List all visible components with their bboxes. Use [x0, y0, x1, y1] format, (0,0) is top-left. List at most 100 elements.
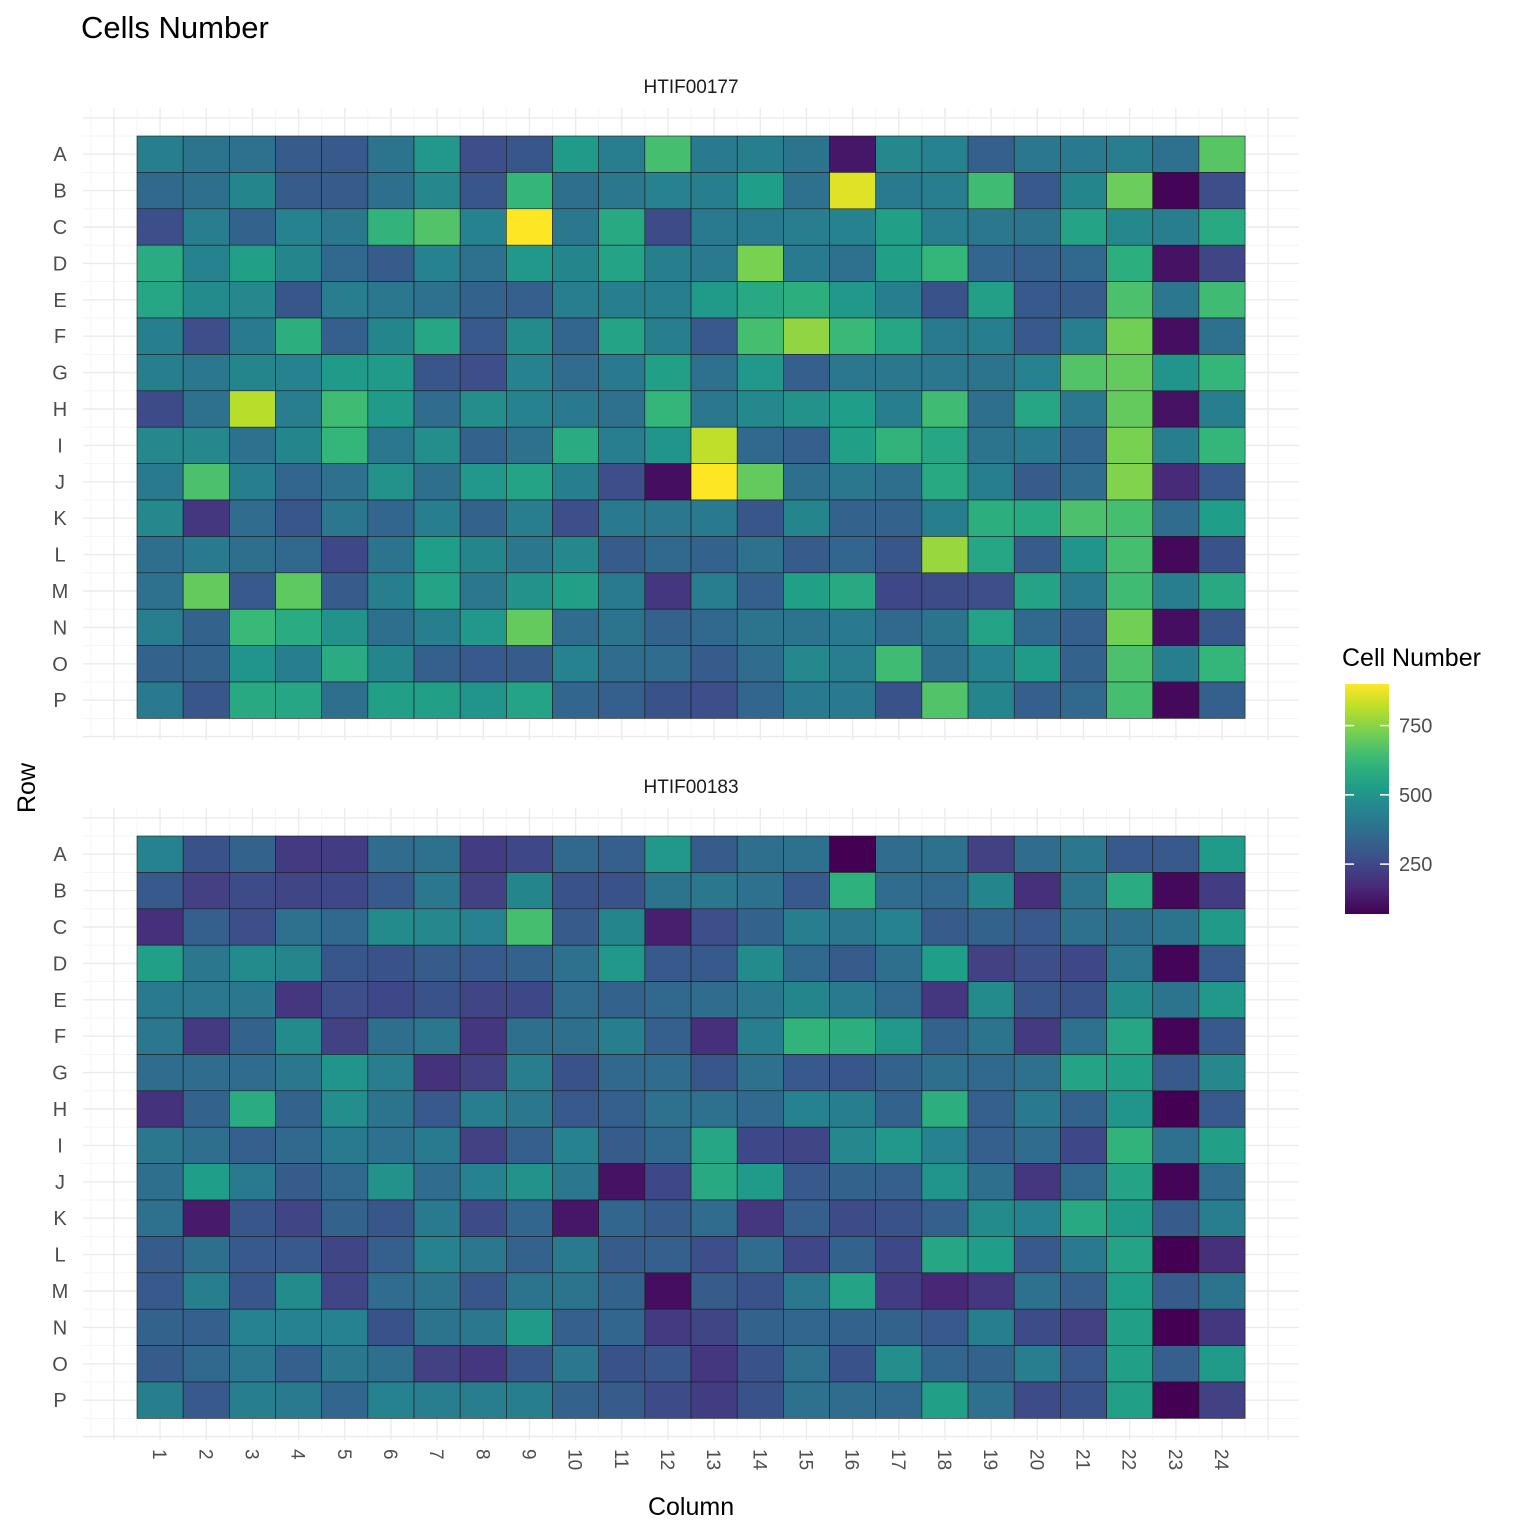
- heatmap-cell: [598, 944, 646, 982]
- heatmap-cell: [1152, 835, 1200, 873]
- heatmap-cell: [967, 1236, 1015, 1274]
- heatmap-cell: [644, 645, 692, 683]
- heatmap-cell: [690, 1126, 738, 1164]
- heatmap-cell: [552, 981, 600, 1019]
- heatmap-cell: [1013, 317, 1061, 355]
- heatmap-cell: [413, 1381, 461, 1419]
- heatmap-cell: [413, 1199, 461, 1237]
- heatmap-cell: [367, 608, 415, 646]
- heatmap-cell: [275, 908, 322, 946]
- heatmap-cell: [875, 244, 923, 282]
- heatmap-cell: [552, 835, 600, 873]
- heatmap-cell: [459, 536, 507, 574]
- heatmap-cell: [275, 944, 322, 982]
- heatmap-cell: [783, 645, 830, 683]
- heatmap-cell: [459, 1054, 507, 1092]
- heatmap-cell: [552, 1163, 600, 1201]
- heatmap-cell: [967, 281, 1015, 319]
- heatmap-cell: [229, 1236, 276, 1274]
- heatmap-cell: [644, 1017, 692, 1055]
- heatmap-cell: [1106, 1017, 1154, 1055]
- heatmap-cell: [690, 1308, 738, 1346]
- heatmap-cell: [875, 681, 923, 719]
- heatmap-cell: [459, 1308, 507, 1346]
- column-tick-label: 21: [1072, 1449, 1093, 1470]
- heatmap-cell: [552, 281, 600, 319]
- heatmap-cell: [598, 281, 646, 319]
- heatmap-cell: [644, 1236, 692, 1274]
- heatmap-cell: [690, 426, 738, 464]
- heatmap-cell: [506, 572, 553, 610]
- heatmap-cell: [229, 645, 276, 683]
- facet-label: HTIF00177: [644, 77, 739, 98]
- heatmap-cell: [367, 1272, 415, 1310]
- column-tick-label: 13: [702, 1449, 723, 1470]
- heatmap-cell: [321, 608, 369, 646]
- heatmap-cell: [413, 499, 461, 537]
- heatmap-cell: [1060, 908, 1107, 946]
- heatmap-cell: [967, 1090, 1015, 1128]
- heatmap-cell: [644, 354, 692, 392]
- heatmap-cell: [921, 681, 969, 719]
- heatmap-cell: [783, 944, 830, 982]
- heatmap-cell: [1152, 135, 1200, 173]
- heatmap-cell: [367, 944, 415, 982]
- heatmap-cell: [967, 390, 1015, 428]
- heatmap-cell: [875, 572, 923, 610]
- heatmap-cell: [644, 944, 692, 982]
- heatmap-cell: [690, 536, 738, 574]
- heatmap-cell: [967, 981, 1015, 1019]
- heatmap-cell: [182, 244, 230, 282]
- heatmap-cell: [967, 463, 1015, 501]
- heatmap-cell: [921, 1054, 969, 1092]
- heatmap-cell: [182, 172, 230, 210]
- heatmap-cell: [552, 172, 600, 210]
- heatmap-cell: [736, 1199, 784, 1237]
- heatmap-cell: [967, 172, 1015, 210]
- heatmap-cell: [275, 244, 322, 282]
- heatmap-cell: [1152, 1272, 1200, 1310]
- row-tick-label: J: [55, 1172, 65, 1194]
- heatmap-cell: [1152, 499, 1200, 537]
- heatmap-cell: [1106, 317, 1154, 355]
- row-tick-label: D: [53, 253, 67, 275]
- heatmap-cell: [229, 1126, 276, 1164]
- heatmap-cell: [367, 463, 415, 501]
- heatmap-cell: [921, 1199, 969, 1237]
- heatmap-cell: [182, 1054, 230, 1092]
- heatmap-cell: [136, 1017, 184, 1055]
- heatmap-cell: [182, 1126, 230, 1164]
- heatmap-cell: [182, 1017, 230, 1055]
- heatmap-cell: [967, 681, 1015, 719]
- heatmap-cell: [783, 1017, 830, 1055]
- heatmap-cell: [690, 390, 738, 428]
- heatmap-cell: [459, 1345, 507, 1383]
- column-tick-label: 5: [333, 1449, 354, 1460]
- chart-title: Cells Number: [81, 10, 269, 45]
- heatmap-cell: [736, 1090, 784, 1128]
- heatmap-cell: [921, 536, 969, 574]
- heatmap-cell: [829, 1163, 877, 1201]
- heatmap-cell: [1106, 281, 1154, 319]
- heatmap-cell: [1013, 390, 1061, 428]
- heatmap-cell: [459, 1017, 507, 1055]
- column-tick-label: 4: [287, 1449, 308, 1460]
- heatmap-cell: [967, 1017, 1015, 1055]
- heatmap-cell: [1060, 572, 1107, 610]
- heatmap-cell: [875, 835, 923, 873]
- heatmap-cell: [1106, 1345, 1154, 1383]
- heatmap-cell: [1106, 463, 1154, 501]
- heatmap-cell: [1013, 426, 1061, 464]
- heatmap-cell: [182, 354, 230, 392]
- heatmap-cell: [321, 645, 369, 683]
- heatmap-cell: [1106, 1381, 1154, 1419]
- heatmap-cell: [1013, 981, 1061, 1019]
- heatmap-cell: [367, 1381, 415, 1419]
- heatmap-cell: [413, 1272, 461, 1310]
- heatmap-cell: [875, 1126, 923, 1164]
- heatmap-cell: [459, 281, 507, 319]
- heatmap-cell: [829, 1054, 877, 1092]
- heatmap-cell: [1106, 390, 1154, 428]
- heatmap-cell: [1106, 1126, 1154, 1164]
- heatmap-cell: [413, 872, 461, 910]
